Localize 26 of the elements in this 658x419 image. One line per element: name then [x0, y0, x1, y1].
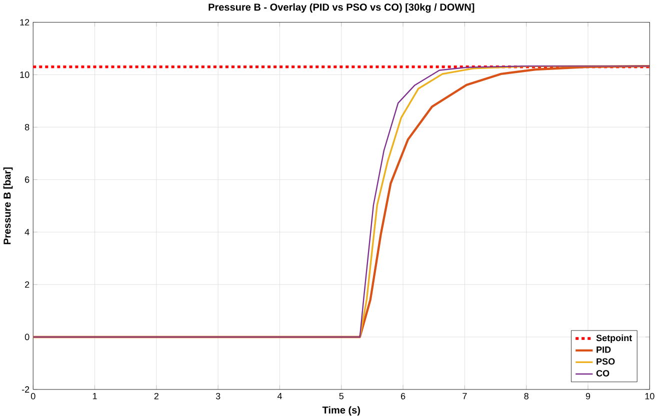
- x-tick-label: 10: [645, 393, 654, 400]
- legend-label: PSO: [596, 358, 615, 365]
- x-tick-label: 1: [92, 393, 97, 400]
- y-tick-label: 10: [20, 72, 30, 78]
- y-tick-label: -2: [22, 386, 30, 393]
- x-tick-label: 6: [400, 393, 406, 400]
- x-axis-title: Time (s): [322, 406, 360, 416]
- x-tick-label: 9: [586, 393, 590, 400]
- y-axis-title: Pressure B [bar]: [3, 168, 13, 244]
- x-tick-label: 5: [339, 393, 344, 400]
- y-tick-label: 8: [24, 124, 30, 130]
- y-tick-label: 2: [25, 281, 30, 288]
- x-tick-label: 8: [524, 393, 528, 400]
- y-tick-label: 12: [20, 19, 30, 26]
- legend-label: Setpoint: [596, 334, 632, 343]
- y-tick-label: 0: [24, 334, 30, 340]
- x-tick-label: 7: [462, 393, 467, 400]
- x-tick-label: 2: [154, 393, 158, 400]
- legend-label: PID: [596, 346, 611, 353]
- chart-title: Pressure B - Overlay (PID vs PSO vs CO) [30kg / DOWN]: [208, 3, 474, 13]
- legend-label: CO: [596, 370, 610, 377]
- x-tick-label: 4: [277, 393, 282, 400]
- y-tick-label: 6: [25, 176, 30, 183]
- x-tick-label: 3: [216, 393, 220, 400]
- x-tick-label: 0: [30, 393, 36, 400]
- y-tick-label: 4: [24, 229, 30, 236]
